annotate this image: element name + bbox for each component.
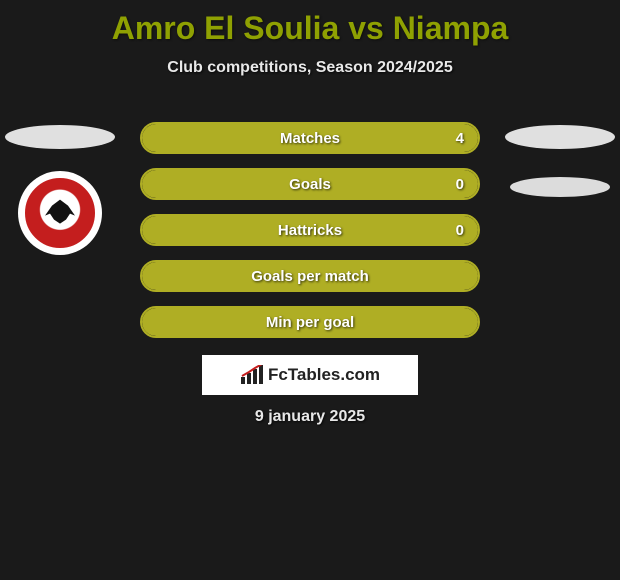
page-subtitle: Club competitions, Season 2024/2025 bbox=[0, 59, 620, 77]
stat-label: Min per goal bbox=[142, 314, 478, 331]
eagle-icon bbox=[42, 198, 78, 226]
stat-label: Goals bbox=[142, 176, 478, 193]
stat-label: Hattricks bbox=[142, 222, 478, 239]
stat-value: 4 bbox=[456, 130, 464, 147]
brand-badge[interactable]: FcTables.com bbox=[202, 355, 418, 395]
player-silhouette-icon bbox=[5, 125, 115, 149]
stat-value: 0 bbox=[456, 222, 464, 239]
stats-table: Matches 4 Goals 0 Hattricks 0 Goals per … bbox=[140, 122, 480, 352]
stat-row-goals: Goals 0 bbox=[140, 168, 480, 200]
footer-date: 9 january 2025 bbox=[0, 408, 620, 426]
club-badge-inner bbox=[25, 178, 95, 248]
player-right-panel bbox=[505, 125, 615, 197]
stat-row-hattricks: Hattricks 0 bbox=[140, 214, 480, 246]
player-left-panel bbox=[5, 125, 115, 255]
stat-value: 0 bbox=[456, 176, 464, 193]
club-badge-left bbox=[18, 171, 102, 255]
player-silhouette-icon bbox=[510, 177, 610, 197]
stat-row-goals-per-match: Goals per match bbox=[140, 260, 480, 292]
player-silhouette-icon bbox=[505, 125, 615, 149]
page-title: Amro El Soulia vs Niampa bbox=[0, 0, 620, 47]
bar-chart-icon bbox=[240, 365, 264, 385]
brand-text: FcTables.com bbox=[268, 365, 380, 385]
stat-row-matches: Matches 4 bbox=[140, 122, 480, 154]
stat-label: Goals per match bbox=[142, 268, 478, 285]
stat-row-min-per-goal: Min per goal bbox=[140, 306, 480, 338]
stat-label: Matches bbox=[142, 130, 478, 147]
